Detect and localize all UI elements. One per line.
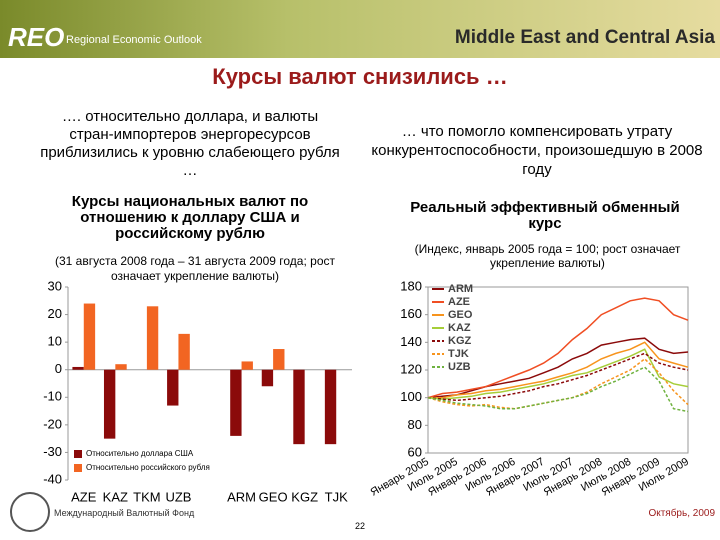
- legend-label: UZB: [448, 361, 471, 373]
- x-tick-label: GEO: [259, 489, 288, 504]
- y-tick-label: 80: [408, 417, 422, 432]
- y-tick-label: 0: [55, 361, 62, 376]
- bar: [261, 369, 274, 387]
- legend-label: GEO: [448, 309, 473, 321]
- footer-date: Октябрь, 2009: [648, 508, 715, 519]
- x-tick-label: KGZ: [291, 489, 318, 504]
- y-tick-label: 20: [48, 306, 62, 321]
- series-line: [428, 341, 689, 399]
- header-region: Middle East and Central Asia: [454, 27, 715, 48]
- bar: [83, 303, 96, 370]
- chart-title: Реальный эффективный обменный курс: [410, 199, 680, 232]
- chart-subtitle: (31 августа 2008 года – 31 августа 2009 …: [55, 254, 335, 283]
- legend-label: ARM: [448, 283, 473, 295]
- legend-swatch: [74, 464, 82, 472]
- bar: [230, 369, 242, 436]
- y-tick-label: -30: [43, 444, 62, 459]
- x-tick-label: TKM: [133, 489, 160, 504]
- x-tick-label: ARM: [227, 489, 256, 504]
- right-text: … что помогло компенсировать утрату конк…: [371, 123, 703, 178]
- header-band: [0, 0, 720, 58]
- legend-label: KAZ: [448, 322, 471, 334]
- y-tick-label: 60: [408, 444, 422, 459]
- chart-subtitle: (Индекс, январь 2005 года = 100; рост оз…: [414, 242, 681, 270]
- bar: [324, 369, 337, 445]
- header-subtitle: Regional Economic Outlook: [66, 34, 202, 46]
- x-tick-label: TJK: [325, 489, 348, 504]
- legend-label: TJK: [448, 348, 469, 360]
- bar: [115, 364, 127, 370]
- bar: [293, 369, 305, 445]
- footer-org: Международный Валютный Фонд: [54, 508, 195, 518]
- imf-seal: [10, 492, 50, 532]
- legend-swatch: [74, 450, 82, 458]
- bar: [72, 366, 84, 370]
- y-tick-label: -20: [43, 416, 62, 431]
- y-tick-label: 120: [400, 361, 422, 376]
- y-tick-label: -40: [43, 471, 62, 486]
- y-tick-label: 30: [48, 278, 62, 293]
- bar: [103, 369, 116, 439]
- legend-label: AZE: [448, 296, 470, 308]
- x-tick-label: AZE: [71, 489, 97, 504]
- bar: [167, 369, 179, 406]
- legend-label: KGZ: [448, 335, 472, 347]
- bar: [241, 361, 253, 370]
- y-tick-label: 10: [48, 334, 62, 349]
- y-tick-label: 100: [400, 389, 422, 404]
- y-tick-label: 160: [400, 306, 422, 321]
- series-line: [427, 337, 689, 399]
- bar: [178, 333, 190, 370]
- slide-title: Курсы валют снизились …: [212, 64, 508, 89]
- series-line: [427, 297, 689, 399]
- left-text: …. относительно доллара, и валюты стран-…: [40, 108, 340, 179]
- legend-label: Относительно российского рубля: [86, 463, 210, 472]
- logo: REO: [8, 22, 65, 52]
- bar: [273, 349, 285, 370]
- x-tick-label: KAZ: [103, 489, 128, 504]
- page-number: 22: [354, 521, 365, 531]
- series-line: [427, 366, 689, 413]
- legend-label: Относительно доллара США: [86, 449, 194, 458]
- x-tick-label: UZB: [165, 489, 191, 504]
- y-tick-label: 180: [400, 278, 422, 293]
- chart-title: Курсы национальных валют по отношению к …: [71, 193, 309, 242]
- bar: [146, 306, 159, 370]
- y-tick-label: 140: [400, 334, 422, 349]
- series-line: [427, 352, 689, 402]
- series-line: [427, 348, 689, 400]
- y-tick-label: -10: [43, 389, 62, 404]
